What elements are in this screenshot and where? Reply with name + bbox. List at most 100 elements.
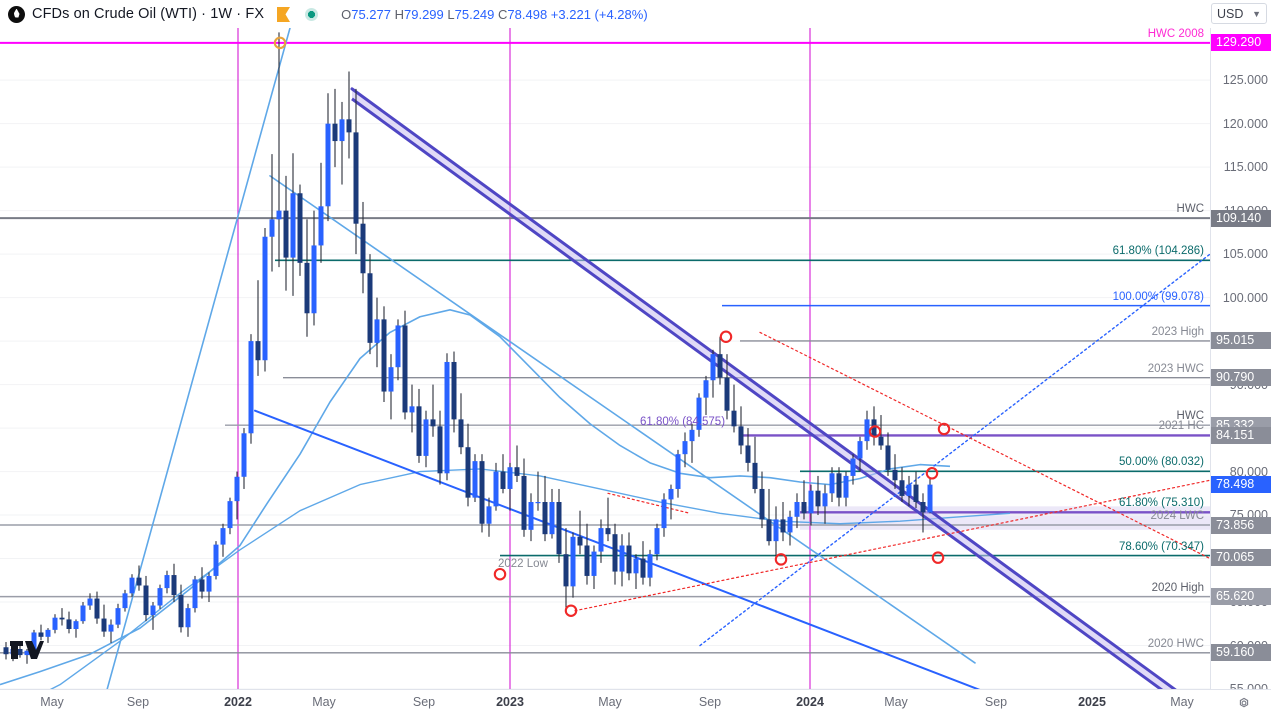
candle-body: [94, 598, 100, 619]
candle-body: [143, 585, 149, 616]
candle-body: [668, 488, 674, 500]
hwc-2023-tag[interactable]: 90.790: [1211, 369, 1271, 387]
anno-2020-hwc: 2020 HWC: [1147, 637, 1204, 650]
candle-body: [913, 484, 919, 503]
hwc-2020-tag[interactable]: 59.160: [1211, 644, 1271, 662]
trend-up-light-2[interactable]: [100, 28, 291, 689]
candle-body: [892, 469, 898, 481]
marker-proj-a[interactable]: [937, 422, 951, 436]
ohlc-readout: O75.277 H79.299 L75.249 C78.498 +3.221 (…: [341, 7, 648, 22]
candle-body: [367, 273, 373, 343]
candle-body: [101, 618, 107, 632]
candle-body: [248, 341, 254, 434]
candle-body: [73, 621, 79, 629]
anno-fib-786: 78.60% (70.347): [1118, 540, 1204, 553]
last-price-tag[interactable]: 78.498: [1211, 476, 1271, 494]
candle-body: [850, 458, 856, 476]
candle-body: [388, 367, 394, 392]
time-axis[interactable]: May Sep 2022 May Sep 2023 May Sep 2024 May Sep 2025…: [0, 689, 1271, 715]
candle-body: [794, 502, 800, 517]
hwc-2008-tag[interactable]: 129.290: [1211, 34, 1271, 52]
high-key: H: [394, 6, 404, 22]
candle-body: [640, 558, 646, 578]
price-tick-105.000: 105.000: [1222, 247, 1268, 262]
candle-body: [619, 545, 625, 572]
candle-body: [724, 377, 730, 411]
market-open-dot-icon[interactable]: [305, 7, 319, 21]
candle-body: [843, 475, 849, 498]
candle-body: [773, 519, 779, 542]
close-value: 78.498: [507, 6, 548, 22]
candle-body: [122, 593, 128, 609]
trend-down-light-1[interactable]: [269, 175, 976, 664]
change-value: +3.221 (+4.28%): [550, 6, 648, 22]
candle-body: [829, 473, 835, 494]
candle-body: [703, 380, 709, 398]
trend-down-major-purple-band: [352, 88, 1175, 689]
trend-dotted-red-down[interactable]: [759, 331, 1210, 560]
candle-body: [612, 534, 618, 572]
chevron-down-icon: ▼: [1252, 8, 1261, 19]
marker-2023-high[interactable]: [719, 330, 733, 344]
trend-dotted-red-flat[interactable]: [607, 492, 691, 514]
candle-body: [178, 595, 184, 628]
candle-body: [633, 558, 639, 574]
candle-body: [374, 319, 380, 343]
marker-2022-low-a[interactable]: [493, 567, 507, 581]
trend-down-major-purple[interactable]: [350, 87, 1210, 689]
candle-body: [24, 650, 30, 656]
candle-body: [885, 445, 891, 470]
high-2023-tag[interactable]: 95.015: [1211, 332, 1271, 350]
candle-body: [360, 223, 366, 274]
candle-body: [780, 519, 786, 533]
gear-icon[interactable]: [1236, 695, 1252, 711]
lwc-2024-tag[interactable]: 73.856: [1211, 516, 1271, 534]
marker-2024-high[interactable]: [868, 425, 882, 438]
candle-body: [493, 471, 499, 507]
candle-body: [66, 619, 72, 629]
level-70-tag[interactable]: 70.065: [1211, 549, 1271, 567]
time-tick-2023: 2023: [496, 695, 524, 709]
marker-2022-low-b[interactable]: [564, 604, 578, 617]
candle-body: [458, 419, 464, 448]
trend-dotted-red-up[interactable]: [574, 479, 1210, 612]
high-2020-tag[interactable]: 65.620: [1211, 588, 1271, 606]
candle-body: [192, 579, 198, 609]
candle-body: [479, 461, 485, 524]
anno-fib-50: 50.00% (80.032): [1118, 456, 1204, 469]
candle-body: [521, 475, 527, 530]
marker-proj-b[interactable]: [925, 467, 939, 480]
anno-2020-high: 2020 High: [1151, 581, 1204, 594]
chart-plot-area[interactable]: HWC 2008 HWC 61.80% (104.286) 100.00% (99.0…: [0, 28, 1210, 689]
candle-body: [717, 354, 723, 378]
currency-selector[interactable]: USD ▼: [1211, 3, 1267, 24]
candle-body: [451, 361, 457, 420]
marker-2023-low[interactable]: [774, 553, 788, 566]
time-tick-Sep: Sep: [698, 695, 722, 709]
candle-body: [906, 484, 912, 496]
candle-body: [815, 490, 821, 507]
marker-2022-peak[interactable]: [273, 36, 287, 50]
price-axis[interactable]: 125.000120.000115.000110.000105.000100.0…: [1210, 28, 1271, 696]
hc-2021-tag[interactable]: 84.151: [1211, 426, 1271, 444]
candle-body: [409, 406, 415, 413]
candle-body: [500, 471, 506, 489]
hwc-tag[interactable]: 109.140: [1211, 209, 1271, 227]
candle-body: [535, 502, 541, 504]
trend-dotted-blue-up[interactable]: [699, 253, 1210, 647]
candle-body: [31, 632, 37, 651]
anno-fib-618-mid: 61.80% (84.575): [640, 415, 726, 428]
candle-body: [346, 119, 352, 133]
candle-body: [710, 354, 716, 381]
candle-body: [864, 419, 870, 442]
time-tick-Sep: Sep: [126, 695, 150, 709]
candle-body: [234, 476, 240, 502]
candle-body: [605, 528, 611, 535]
time-tick-May: May: [884, 695, 908, 709]
marker-proj-c[interactable]: [931, 551, 945, 564]
candle-body: [654, 528, 660, 555]
candle-body: [836, 473, 842, 498]
symbol-title[interactable]: CFDs on Crude Oil (WTI) · 1W · FX: [32, 6, 265, 22]
candle-body: [486, 506, 492, 524]
